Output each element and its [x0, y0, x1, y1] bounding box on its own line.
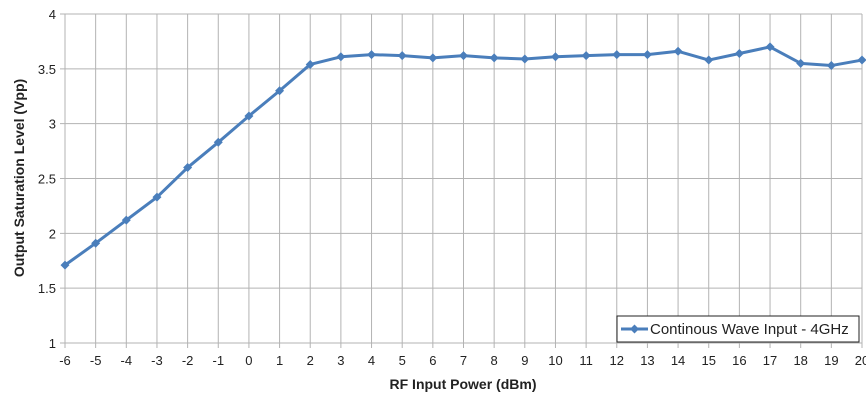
- data-point-marker: [704, 56, 713, 65]
- x-tick-label: 12: [610, 353, 624, 368]
- y-tick-label: 4: [49, 7, 56, 22]
- x-tick-label: 8: [491, 353, 498, 368]
- x-axis-title: RF Input Power (dBm): [390, 376, 537, 392]
- data-point-marker: [336, 52, 345, 61]
- x-tick-label: 5: [399, 353, 406, 368]
- y-tick-label: 3: [49, 117, 56, 132]
- y-axis-ticks: 1 1.5 2 2.5 3 3.5 4: [38, 7, 56, 351]
- x-tick-label: 11: [579, 353, 593, 368]
- x-tick-label: 15: [701, 353, 715, 368]
- x-tick-label: 0: [245, 353, 252, 368]
- data-point-marker: [367, 50, 376, 59]
- data-point-marker: [428, 53, 437, 62]
- x-tick-label: 3: [337, 353, 344, 368]
- legend: Continous Wave Input - 4GHz: [617, 316, 859, 342]
- data-point-marker: [674, 47, 683, 56]
- x-tick-label: -1: [212, 353, 224, 368]
- legend-label: Continous Wave Input - 4GHz: [650, 321, 849, 338]
- x-tick-label: -5: [90, 353, 102, 368]
- x-tick-label: 2: [307, 353, 314, 368]
- x-tick-label: 18: [793, 353, 807, 368]
- x-tick-label: 19: [824, 353, 838, 368]
- y-tick-label: 2.5: [38, 172, 56, 187]
- data-point-marker: [551, 52, 560, 61]
- data-point-marker: [612, 50, 621, 59]
- x-tick-label: 17: [763, 353, 777, 368]
- x-tick-label: 7: [460, 353, 467, 368]
- x-tick-label: -3: [151, 353, 163, 368]
- data-point-marker: [643, 50, 652, 59]
- y-axis-title: Output Saturation Level (Vpp): [11, 79, 27, 277]
- x-tick-label: 14: [671, 353, 685, 368]
- y-tick-label: 2: [49, 226, 56, 241]
- data-point-marker: [735, 49, 744, 58]
- x-tick-label: 9: [521, 353, 528, 368]
- x-tick-label: 13: [640, 353, 654, 368]
- data-point-marker: [459, 51, 468, 60]
- grid-lines: [60, 14, 862, 348]
- x-tick-label: 1: [276, 353, 283, 368]
- x-tick-label: 4: [368, 353, 375, 368]
- y-tick-label: 1.5: [38, 281, 56, 296]
- data-point-marker: [398, 51, 407, 60]
- y-tick-label: 3.5: [38, 62, 56, 77]
- x-tick-label: 10: [548, 353, 562, 368]
- data-point-marker: [490, 53, 499, 62]
- y-tick-label: 1: [49, 336, 56, 351]
- x-tick-label: -6: [59, 353, 71, 368]
- x-tick-label: -4: [121, 353, 133, 368]
- x-tick-label: 6: [429, 353, 436, 368]
- x-tick-label: 20: [855, 353, 866, 368]
- data-point-marker: [858, 56, 866, 65]
- x-tick-label: -2: [182, 353, 194, 368]
- data-point-marker: [520, 54, 529, 63]
- data-point-marker: [582, 51, 591, 60]
- x-tick-label: 16: [732, 353, 746, 368]
